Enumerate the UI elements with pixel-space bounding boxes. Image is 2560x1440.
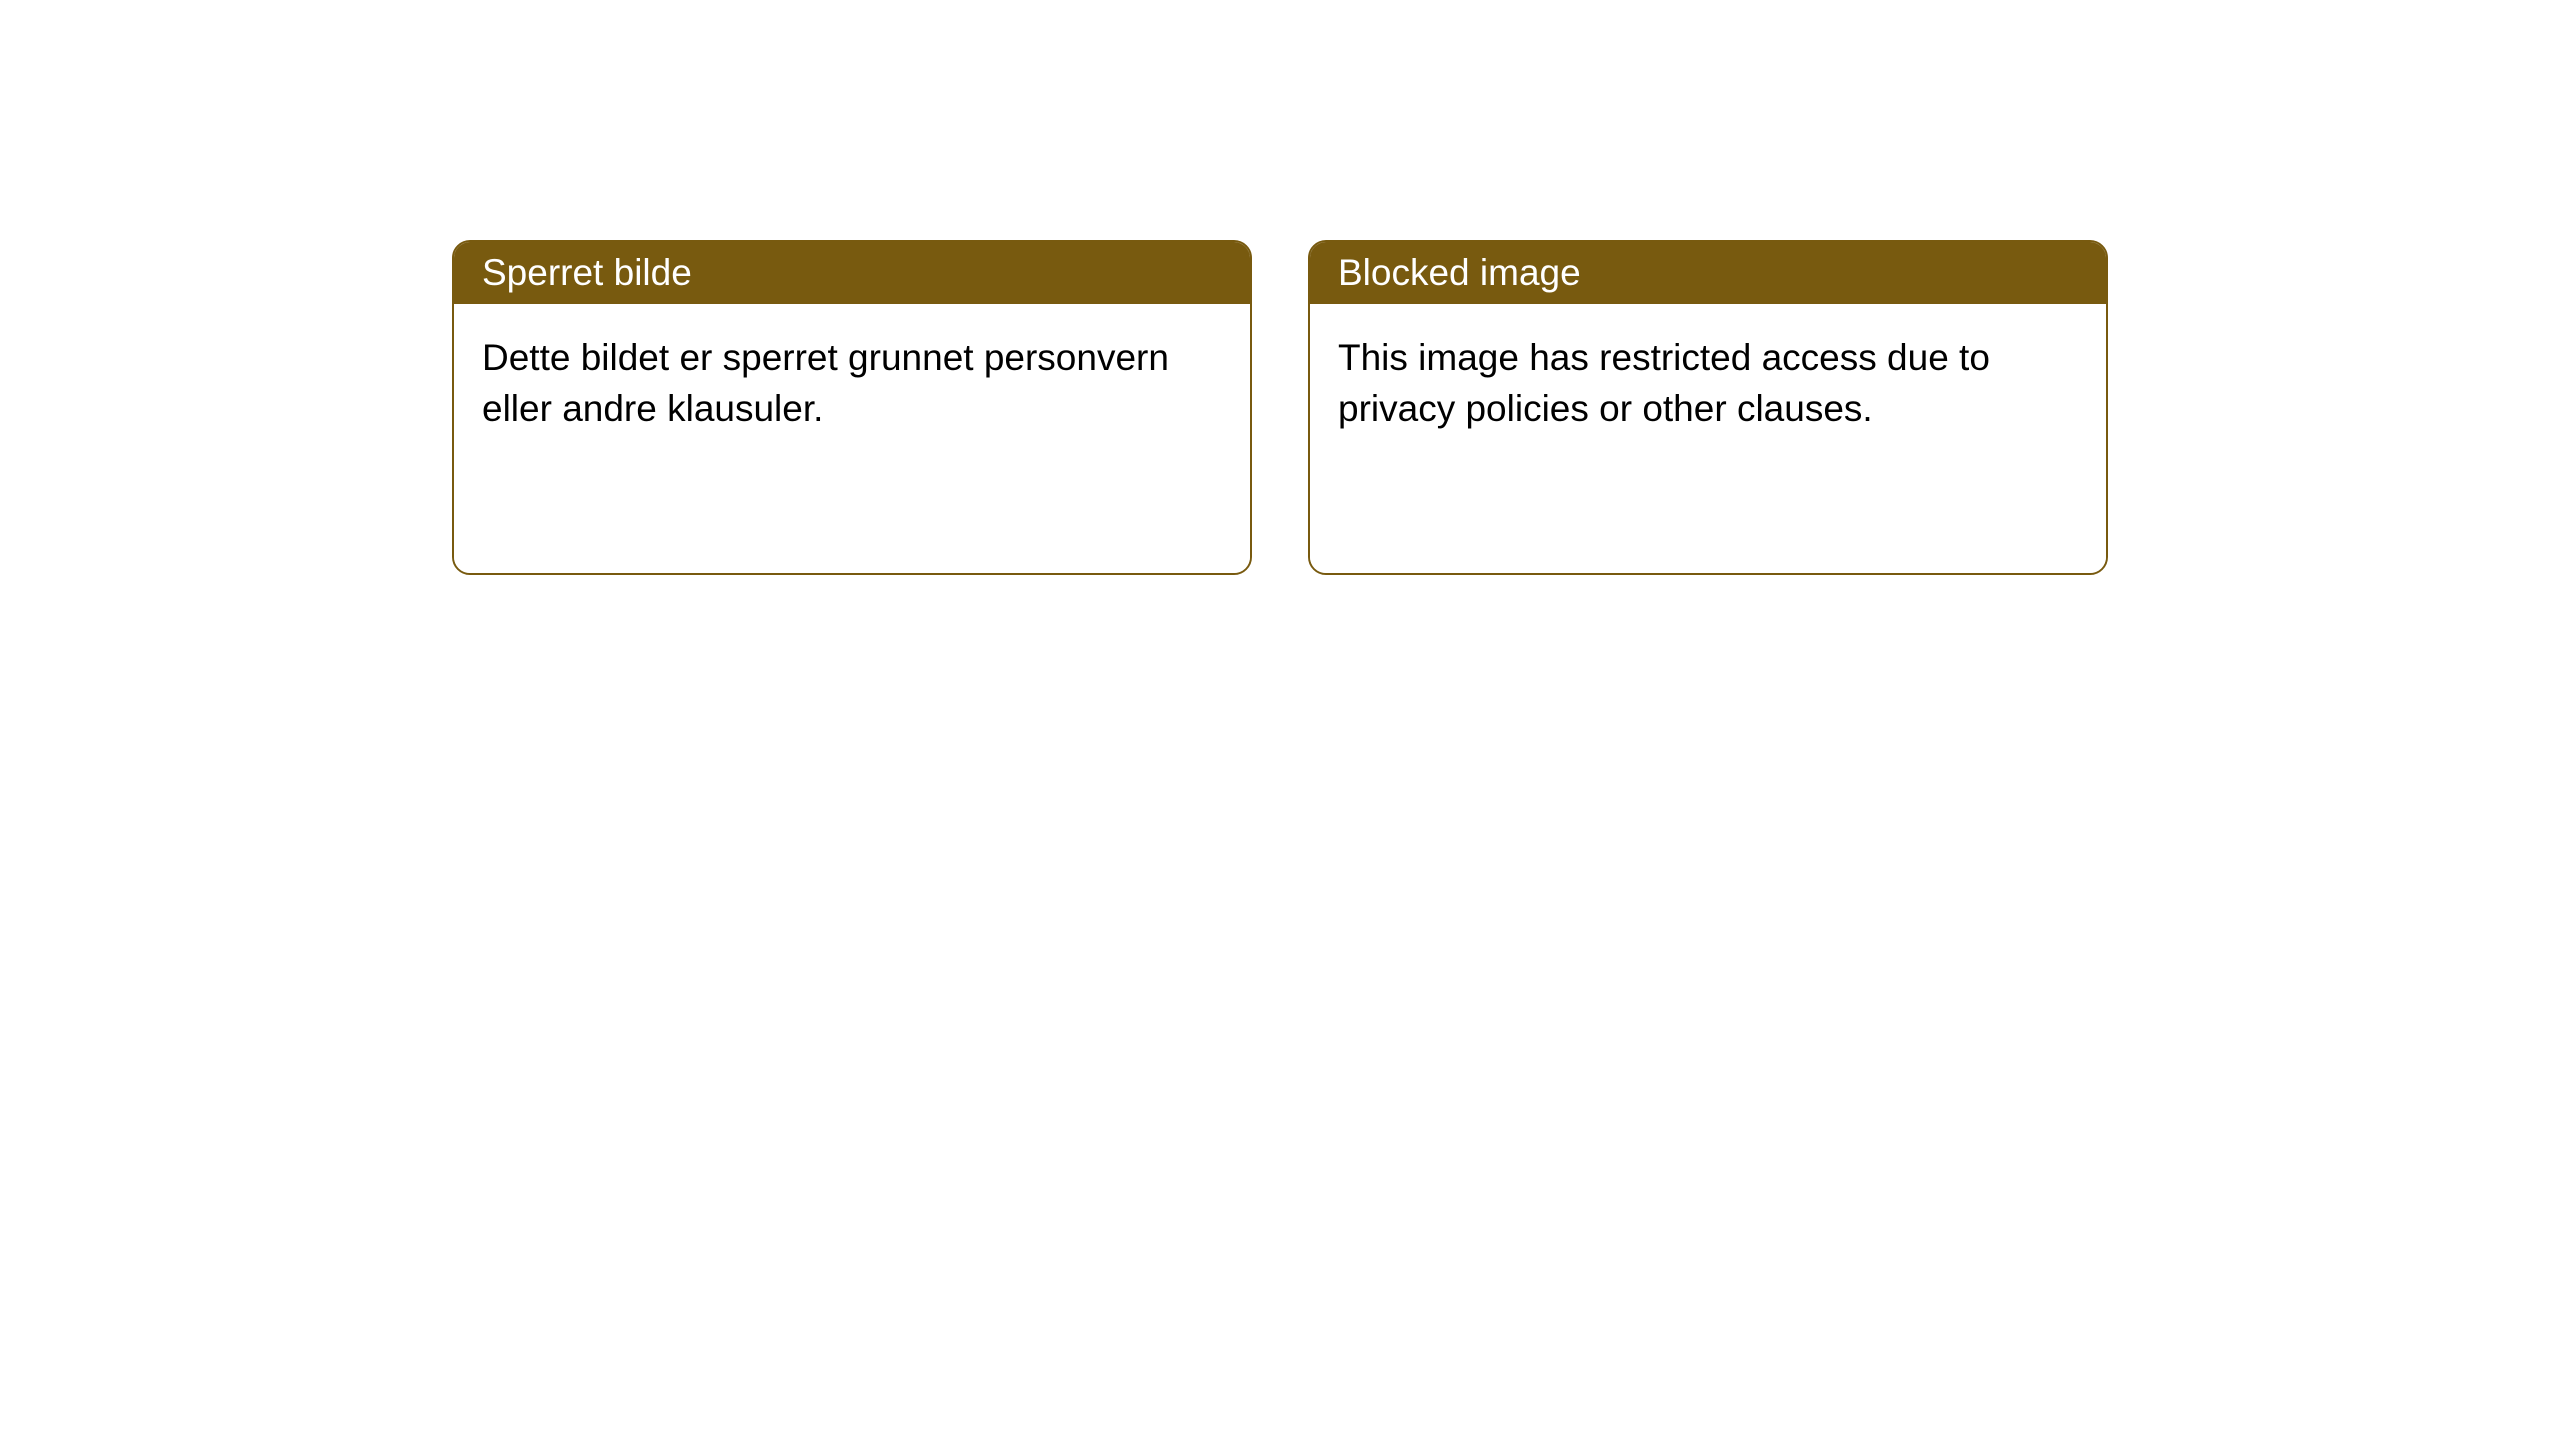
notice-card-body: Dette bildet er sperret grunnet personve… xyxy=(454,304,1250,573)
notice-card-english: Blocked image This image has restricted … xyxy=(1308,240,2108,575)
notice-card-norwegian: Sperret bilde Dette bildet er sperret gr… xyxy=(452,240,1252,575)
notice-cards-container: Sperret bilde Dette bildet er sperret gr… xyxy=(452,240,2108,1440)
notice-card-title: Sperret bilde xyxy=(454,242,1250,304)
notice-card-body: This image has restricted access due to … xyxy=(1310,304,2106,573)
notice-card-title: Blocked image xyxy=(1310,242,2106,304)
